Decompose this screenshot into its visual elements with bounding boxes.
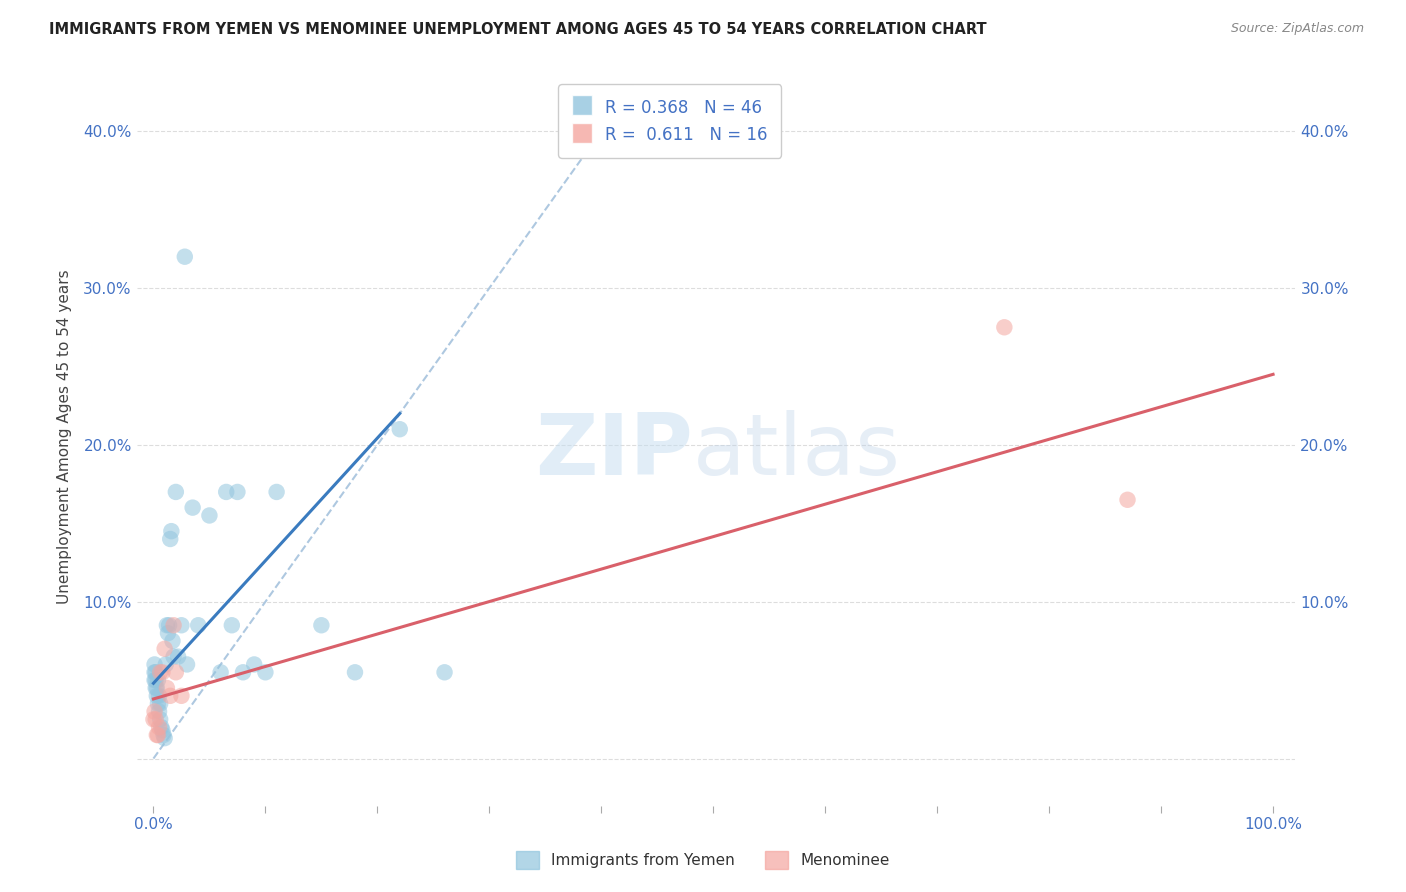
Text: IMMIGRANTS FROM YEMEN VS MENOMINEE UNEMPLOYMENT AMONG AGES 45 TO 54 YEARS CORREL: IMMIGRANTS FROM YEMEN VS MENOMINEE UNEMP… — [49, 22, 987, 37]
Point — [165, 665, 187, 680]
Point — [209, 665, 232, 680]
Point — [160, 524, 183, 538]
Point — [173, 250, 195, 264]
Point — [162, 634, 184, 648]
Point — [226, 485, 249, 500]
Point — [215, 485, 238, 500]
Point — [142, 712, 165, 726]
Y-axis label: Unemployment Among Ages 45 to 54 years: Unemployment Among Ages 45 to 54 years — [58, 269, 72, 605]
Point — [143, 705, 166, 719]
Point — [143, 657, 166, 672]
Point — [159, 532, 181, 546]
Legend: Immigrants from Yemen, Menominee: Immigrants from Yemen, Menominee — [510, 845, 896, 875]
Point — [162, 649, 184, 664]
Point — [146, 728, 169, 742]
Point — [143, 673, 166, 687]
Point — [146, 697, 169, 711]
Text: ZIP: ZIP — [536, 410, 693, 493]
Point — [266, 485, 288, 500]
Point — [146, 689, 169, 703]
Point — [146, 673, 169, 687]
Point — [170, 618, 193, 632]
Point — [159, 689, 181, 703]
Point — [187, 618, 209, 632]
Point — [162, 618, 184, 632]
Point — [156, 681, 179, 695]
Text: atlas: atlas — [693, 410, 901, 493]
Point — [221, 618, 243, 632]
Point — [143, 665, 166, 680]
Point — [145, 712, 167, 726]
Point — [176, 657, 198, 672]
Point — [148, 720, 170, 734]
Point — [146, 728, 169, 742]
Point — [156, 626, 179, 640]
Point — [157, 618, 180, 632]
Point — [149, 697, 172, 711]
Point — [148, 705, 170, 719]
Point — [153, 731, 176, 746]
Point — [165, 485, 187, 500]
Point — [254, 665, 277, 680]
Point — [170, 689, 193, 703]
Point — [155, 657, 177, 672]
Point — [156, 618, 179, 632]
Point — [343, 665, 366, 680]
Point — [148, 689, 170, 703]
Point — [311, 618, 333, 632]
Point — [152, 665, 174, 680]
Legend: R = 0.368   N = 46, R =  0.611   N = 16: R = 0.368 N = 46, R = 0.611 N = 16 — [558, 84, 780, 158]
Point — [145, 665, 167, 680]
Point — [993, 320, 1015, 334]
Text: Source: ZipAtlas.com: Source: ZipAtlas.com — [1230, 22, 1364, 36]
Point — [149, 665, 172, 680]
Point — [181, 500, 204, 515]
Point — [152, 728, 174, 742]
Point — [232, 665, 254, 680]
Point — [153, 641, 176, 656]
Point — [149, 712, 172, 726]
Point — [1116, 492, 1139, 507]
Point — [145, 673, 167, 687]
Point — [167, 649, 190, 664]
Point — [145, 681, 167, 695]
Point — [146, 681, 169, 695]
Point — [433, 665, 456, 680]
Point — [150, 720, 173, 734]
Point — [152, 723, 174, 738]
Point — [198, 508, 221, 523]
Point — [243, 657, 266, 672]
Point — [388, 422, 411, 436]
